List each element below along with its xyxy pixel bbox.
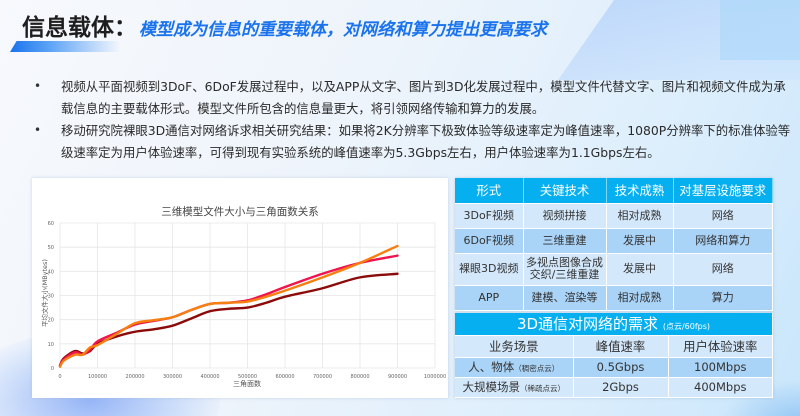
bullet-text: 移动研究院裸眼3D通信对网络诉求相关研究结果：如果将2K分辨率下极致体验等级速率… [61,123,791,160]
x-tick-label: 400000 [200,374,219,380]
slide-title: 信息载体： 模型成为信息的重要载体，对网络和算力提出更高要求 [22,8,547,42]
table-cell: 大规模场景（稀疏点云） [455,377,574,398]
y-tick-label: 10 [48,342,54,348]
column-header: 业务场景 [455,335,574,358]
x-tick-label: 500000 [238,374,257,380]
bullet-dot-icon: • [34,79,42,93]
table-row: 裸眼3D视频 多视点图像合成 交织/三维重建 发展中 网络 [455,253,773,286]
chart-canvas: 三维模型文件大小与三角面数关系 0 10 20 30 40 50 60 0 100000 200… [40,205,446,388]
scene-note: （稀疏点云） [520,384,565,393]
table-cell: 建模、渲染等 [523,285,607,311]
network-requirement-table: 3D通信对网络的需求 (点云/60fps) 业务场景 峰值速率 用户体验速率 人… [455,313,773,398]
cell-line: 交织/三维重建 [529,268,600,281]
background-decoration [720,0,800,60]
table-cell: 网络 [673,253,773,286]
x-tick-label: 300000 [163,374,182,380]
table-row: 人、物体（稠密点云） 0.5Gbps 100Mbps [455,357,773,378]
y-axis-ticks: 0 10 20 30 40 50 60 [48,221,54,372]
chart-grid [59,222,436,369]
x-tick-label: 1000000 [424,374,446,380]
column-header: 对基层设施要求 [673,178,773,204]
table-cell: 发展中 [606,253,674,286]
x-tick-label: 700000 [313,374,332,380]
column-header: 峰值速率 [573,335,669,358]
format-comparison-table: 形式 关键技术 技术成熟 对基层设施要求 3DoF视频 视频拼接 相对成熟 网络… [455,178,773,311]
table-cell: 0.5Gbps [573,357,669,378]
scene-label: 人、物体 [468,360,515,374]
y-tick-label: 20 [48,318,54,324]
line-chart: 三维模型文件大小与三角面数关系 0 10 20 30 40 50 60 0 100000 200… [32,178,448,398]
column-header: 用户体验速率 [668,335,773,358]
table-cell: 裸眼3D视频 [455,253,524,286]
table-cell: 6DoF视频 [455,228,524,254]
caption-note: (点云/60fps) [662,322,711,332]
y-tick-label: 30 [48,294,54,300]
y-tick-label: 0 [51,366,54,372]
table-cell: 3DoF视频 [455,203,524,229]
bullet-item: • 移动研究院裸眼3D通信对网络诉求相关研究结果：如果将2K分辨率下极致体验等级… [33,120,793,163]
table-header-row: 形式 关键技术 技术成熟 对基层设施要求 [455,178,773,204]
column-header: 关键技术 [523,178,607,204]
column-header: 形式 [455,178,524,204]
table-cell: 100Mbps [668,357,773,378]
table-cell: 三维重建 [523,228,607,254]
bullet-list: • 视频从平面视频到3DoF、6DoF发展过程中，以及APP从文字、图片到3D化… [33,76,793,164]
title-main: 信息载体： [22,15,137,41]
chart-series [58,244,399,368]
bullet-item: • 视频从平面视频到3DoF、6DoF发展过程中，以及APP从文字、图片到3D化… [33,76,793,119]
x-tick-label: 800000 [350,374,369,380]
x-tick-label: 900000 [388,374,407,380]
table-cell: 算力 [673,285,773,311]
x-tick-label: 100000 [88,374,107,380]
cell-line: 多视点图像合成 [526,256,603,269]
table-row: 6DoF视频 三维重建 发展中 网络和算力 [455,228,773,254]
table-header-row: 业务场景 峰值速率 用户体验速率 [455,335,773,358]
bullet-text: 视频从平面视频到3DoF、6DoF发展过程中，以及APP从文字、图片到3D化发展… [61,79,786,116]
table-cell: 2Gbps [573,377,669,398]
table-cell: 网络和算力 [673,228,773,254]
x-tick-label: 200000 [125,374,144,380]
column-header: 技术成熟 [606,178,674,204]
series-orange-line [58,244,399,368]
x-tick-label: 0 [58,374,61,380]
table-row: 大规模场景（稀疏点云） 2Gbps 400Mbps [455,377,773,398]
scene-label: 大规模场景 [462,380,521,394]
table-cell: 多视点图像合成 交织/三维重建 [523,253,607,286]
scene-note: （稠密点云） [514,364,560,373]
title-subtitle: 模型成为信息的重要载体，对网络和算力提出更高要求 [139,20,547,40]
table-row: APP 建模、渲染等 相对成熟 算力 [455,285,773,311]
x-axis-label: 三角面数 [233,379,261,388]
y-tick-label: 60 [48,221,54,227]
y-axis-label: 平均文件大小(MBytes) [40,259,49,327]
table-cell: APP [455,285,524,311]
table-cell: 发展中 [606,228,674,254]
chart-title: 三维模型文件大小与三角面数关系 [161,205,319,218]
caption-text: 3D通信对网络的需求 [516,315,659,334]
x-axis-ticks: 0 100000 200000 300000 400000 500000 600000 700… [58,374,446,380]
table-cell: 网络 [673,203,773,229]
y-tick-label: 50 [48,245,54,251]
x-tick-label: 600000 [275,374,294,380]
table-caption: 3D通信对网络的需求 (点云/60fps) [455,313,773,336]
table-row: 3DoF视频 视频拼接 相对成熟 网络 [455,203,773,229]
table-cell: 视频拼接 [523,203,607,229]
table-caption-row: 3D通信对网络的需求 (点云/60fps) [455,313,773,336]
series-red-line [58,254,399,367]
title-accent-bar [10,41,120,52]
table-cell: 相对成熟 [606,285,674,311]
table-cell: 相对成熟 [606,203,674,229]
table-cell: 400Mbps [668,377,773,398]
y-tick-label: 40 [48,269,54,275]
bullet-dot-icon: • [34,123,42,137]
table-cell: 人、物体（稠密点云） [455,357,574,378]
